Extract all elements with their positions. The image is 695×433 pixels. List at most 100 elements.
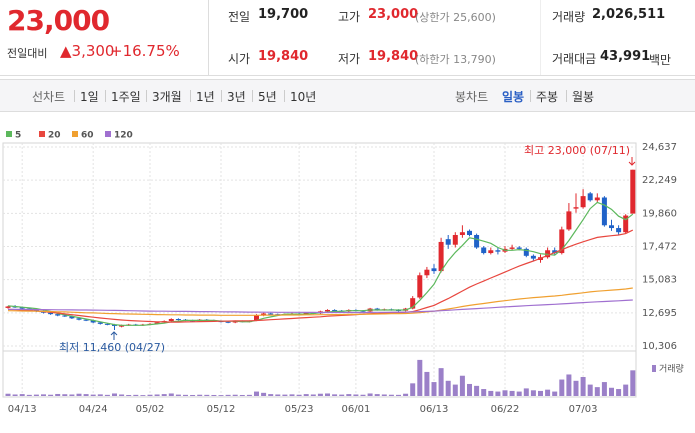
candle-body [530, 255, 536, 259]
candle-body [523, 248, 529, 256]
volume-bar [282, 394, 288, 396]
volume-bar [55, 393, 61, 396]
candle-body [410, 298, 416, 309]
low-annotation: 최저 11,460 (04/27) [59, 341, 165, 354]
candle-body [481, 247, 487, 254]
tab-group-label: 봉차트 [455, 90, 489, 104]
header: 23,000 전일대비 ▲3,300 +16.75% 전일 19,700 고가 … [0, 0, 695, 76]
volume-bar [424, 371, 430, 396]
period-tab[interactable]: 5년 [258, 90, 277, 104]
stat-value: 19,700 [258, 7, 309, 22]
x-tick-label: 06/13 [420, 404, 449, 415]
candle-body [630, 169, 636, 214]
candle-body [424, 269, 430, 276]
separator [105, 90, 106, 102]
tab-bar [0, 79, 695, 112]
volume-bar [609, 387, 614, 396]
candle-body [601, 197, 607, 226]
candle-body [175, 319, 181, 321]
volume-bar [616, 389, 622, 396]
stat-note: (상한가 25,600) [415, 11, 496, 24]
stat-value: 19,840 [258, 49, 309, 64]
volume-bar [523, 388, 529, 396]
volume-bar [62, 394, 68, 396]
legend-swatch [39, 131, 45, 137]
volume-bar [552, 391, 558, 396]
volume-bar [566, 374, 572, 396]
volume-bar [488, 390, 494, 396]
candle-body [268, 313, 274, 315]
candle-tab[interactable]: 일봉 [502, 90, 525, 104]
volume-bar [346, 394, 352, 396]
period-tab[interactable]: 10년 [290, 90, 317, 104]
separator [146, 90, 147, 102]
volume-bar [76, 393, 82, 396]
candle-body [55, 314, 61, 316]
volume-bar [211, 394, 217, 396]
volume-bar [353, 394, 359, 396]
volume-bar [303, 394, 309, 396]
candle-tab[interactable]: 월봉 [572, 90, 595, 104]
ma-line [7, 299, 633, 314]
volume-bar [559, 379, 565, 396]
stat-value: 2,026,511 [592, 7, 666, 22]
volume-bar [112, 393, 117, 396]
period-tab[interactable]: 3년 [227, 90, 246, 104]
volume-bar [481, 389, 487, 396]
candle-body [488, 250, 494, 254]
stat-label: 시가 [228, 52, 251, 66]
candle-body [438, 241, 444, 272]
volume-bar [495, 391, 501, 396]
volume-bar [5, 393, 11, 396]
volume-bar [467, 383, 472, 396]
legend-swatch [72, 131, 78, 137]
volume-bar [374, 394, 380, 396]
volume-bar [360, 394, 366, 396]
stat-value: 43,991 [600, 49, 651, 64]
candle-body [452, 234, 458, 245]
volume-bar [410, 383, 416, 396]
legend-swatch [6, 131, 12, 137]
candle-body [566, 211, 572, 230]
volume-bar [183, 394, 188, 396]
volume-bar [587, 384, 593, 396]
tab-group-label: 선차트 [32, 90, 66, 104]
candle-body [325, 309, 330, 312]
volume-bar [396, 394, 401, 396]
candle-body [509, 247, 515, 249]
candle-body [609, 225, 614, 229]
candle-body [225, 321, 231, 323]
period-tab[interactable]: 1주일 [111, 90, 141, 104]
volume-bar [175, 394, 181, 396]
period-tab[interactable]: 3개월 [152, 90, 182, 104]
volume-bar [381, 394, 387, 396]
candle-body [5, 306, 11, 308]
price: 23,000 [7, 4, 110, 37]
candle-body [69, 316, 75, 319]
high-annotation: 최고 23,000 (07/11) [524, 144, 630, 157]
period-tab[interactable]: 1일 [80, 90, 99, 104]
candle-tab[interactable]: 주봉 [536, 90, 559, 104]
volume-bar [246, 394, 252, 396]
volume-bar [254, 391, 259, 396]
volume-bar [530, 390, 536, 396]
candle-body [616, 228, 622, 233]
candle-body [261, 313, 267, 316]
volume-bar [225, 394, 231, 396]
volume-bar [268, 394, 274, 396]
volume-bar [573, 380, 579, 396]
volume-bar [69, 394, 75, 396]
candle-body [545, 250, 551, 258]
y-tick-label: 10,306 [642, 341, 677, 352]
legend-label: 거래량 [659, 363, 684, 375]
period-tab[interactable]: 1년 [196, 90, 215, 104]
plot-frame [2, 142, 637, 398]
separator [530, 90, 531, 102]
stat-label: 고가 [338, 10, 361, 24]
candle-body [154, 322, 160, 324]
volume-bar [445, 380, 451, 396]
ma-line [7, 287, 633, 316]
volume-bar [601, 382, 607, 396]
volume-bar [367, 393, 373, 396]
